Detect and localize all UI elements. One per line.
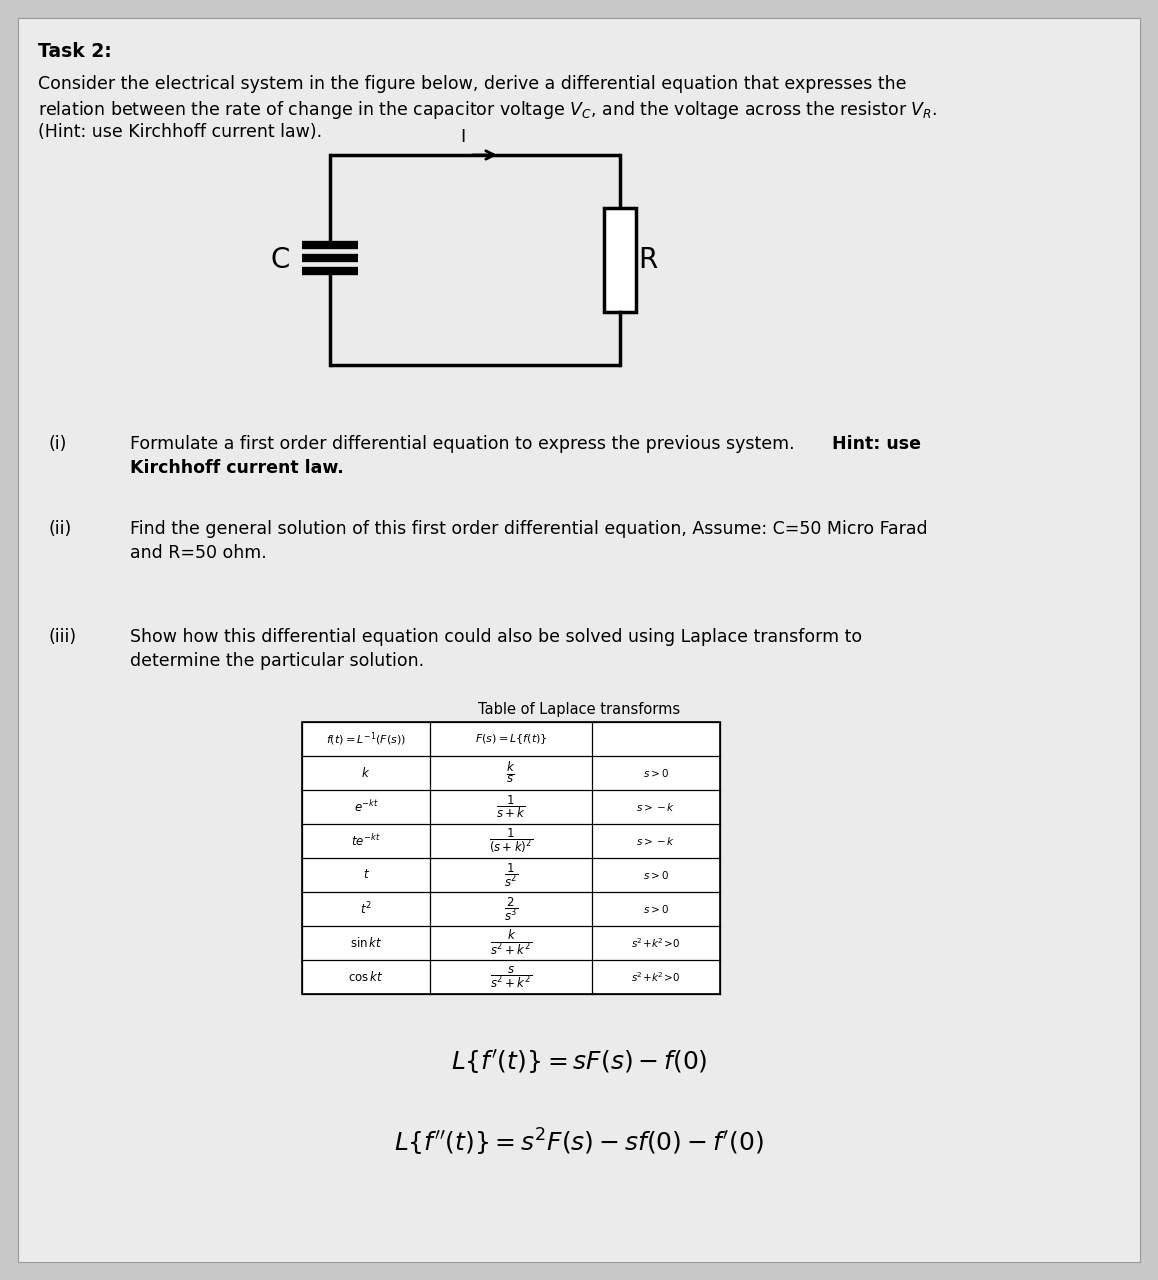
Text: $k$: $k$ [361, 765, 371, 780]
Text: and R=50 ohm.: and R=50 ohm. [130, 544, 266, 562]
Text: Find the general solution of this first order differential equation, Assume: C=5: Find the general solution of this first … [130, 520, 928, 538]
Text: determine the particular solution.: determine the particular solution. [130, 652, 424, 669]
Text: Consider the electrical system in the figure below, derive a differential equati: Consider the electrical system in the fi… [38, 76, 907, 93]
Text: $\dfrac{2}{s^3}$: $\dfrac{2}{s^3}$ [504, 895, 518, 923]
Text: $s>-k$: $s>-k$ [637, 801, 675, 813]
Text: Kirchhoff current law.: Kirchhoff current law. [130, 460, 344, 477]
Text: I: I [461, 128, 466, 146]
Text: relation between the rate of change in the capacitor voltage $V_C$, and the volt: relation between the rate of change in t… [38, 99, 937, 122]
Text: Formulate a first order differential equation to express the previous system.: Formulate a first order differential equ… [130, 435, 800, 453]
Text: (i): (i) [47, 435, 66, 453]
Text: $\dfrac{1}{(s+k)^2}$: $\dfrac{1}{(s+k)^2}$ [489, 827, 533, 855]
Text: $t$: $t$ [362, 869, 369, 882]
Text: $s>0$: $s>0$ [643, 869, 669, 881]
Text: $\dfrac{1}{s+k}$: $\dfrac{1}{s+k}$ [496, 794, 526, 820]
Text: (Hint: use Kirchhoff current law).: (Hint: use Kirchhoff current law). [38, 123, 322, 141]
Text: $\dfrac{s}{s^2+k^2}$: $\dfrac{s}{s^2+k^2}$ [490, 964, 532, 989]
Text: (ii): (ii) [47, 520, 72, 538]
Text: $e^{-kt}$: $e^{-kt}$ [353, 799, 379, 815]
Bar [302, 722, 720, 995]
Text: $F(s) = L\{f(t)\}$: $F(s) = L\{f(t)\}$ [475, 732, 548, 746]
Text: $\dfrac{k}{s}$: $\dfrac{k}{s}$ [506, 760, 515, 786]
Text: C: C [270, 246, 290, 274]
Text: Task 2:: Task 2: [38, 42, 112, 61]
Text: $s>0$: $s>0$ [643, 767, 669, 780]
Text: Show how this differential equation could also be solved using Laplace transform: Show how this differential equation coul… [130, 628, 862, 646]
Text: $s>0$: $s>0$ [643, 902, 669, 915]
Text: $L\{f''(t)\} = s^2F(s) - sf(0) - f'(0)$: $L\{f''(t)\} = s^2F(s) - sf(0) - f'(0)$ [394, 1126, 764, 1157]
Text: $t^2$: $t^2$ [360, 901, 372, 918]
Text: $s>-k$: $s>-k$ [637, 835, 675, 847]
Text: Table of Laplace transforms: Table of Laplace transforms [478, 701, 680, 717]
Text: $L\{f'(t)\} = sF(s) - f(0)$: $L\{f'(t)\} = sF(s) - f(0)$ [450, 1048, 708, 1076]
Text: $\sin kt$: $\sin kt$ [350, 936, 382, 950]
Text: (iii): (iii) [47, 628, 76, 646]
Text: $s^2\!+\!k^2\!>\!0$: $s^2\!+\!k^2\!>\!0$ [631, 970, 681, 984]
Bar [604, 207, 636, 312]
Text: $te^{-kt}$: $te^{-kt}$ [351, 833, 381, 849]
Text: Hint: use: Hint: use [831, 435, 921, 453]
Text: $\dfrac{k}{s^2+k^2}$: $\dfrac{k}{s^2+k^2}$ [490, 928, 532, 957]
Text: R: R [638, 246, 658, 274]
Text: $f(t) = L^{-1}(F(s))$: $f(t) = L^{-1}(F(s))$ [327, 730, 406, 748]
Text: $\cos kt$: $\cos kt$ [349, 970, 383, 984]
Text: $\dfrac{1}{s^2}$: $\dfrac{1}{s^2}$ [504, 861, 518, 888]
Text: $s^2\!+\!k^2\!>\!0$: $s^2\!+\!k^2\!>\!0$ [631, 936, 681, 950]
